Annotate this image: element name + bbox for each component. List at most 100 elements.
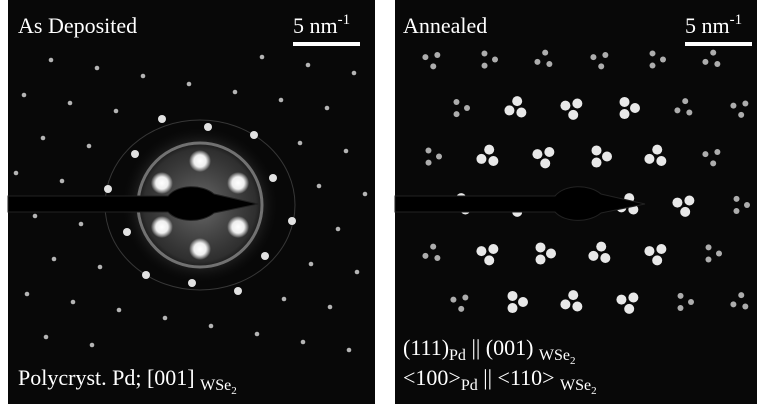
spot	[482, 63, 488, 69]
spot	[588, 251, 598, 261]
spot	[568, 110, 578, 120]
spot	[624, 304, 634, 314]
spot	[630, 103, 640, 113]
panel-title: Annealed	[403, 13, 487, 38]
spot	[546, 61, 552, 67]
spot	[628, 293, 638, 303]
spot	[492, 56, 498, 62]
spot	[288, 217, 296, 225]
spot	[686, 110, 692, 116]
spot	[426, 160, 432, 166]
spot	[52, 257, 57, 262]
spot	[481, 50, 487, 56]
spot	[572, 302, 582, 312]
spot	[95, 66, 100, 71]
spot	[706, 244, 712, 250]
bright-spot	[151, 172, 173, 194]
spot	[532, 149, 542, 159]
spot	[536, 242, 546, 252]
bright-spot	[189, 238, 211, 260]
spot	[656, 156, 666, 166]
spot	[98, 265, 103, 270]
spot	[688, 299, 694, 305]
spot	[422, 54, 428, 60]
spot	[682, 98, 688, 104]
spot	[430, 244, 436, 250]
spot	[660, 57, 666, 63]
spot	[744, 202, 750, 208]
spot	[620, 97, 630, 107]
spot	[434, 52, 440, 58]
spot	[560, 101, 570, 111]
spot	[546, 249, 556, 259]
spot	[600, 253, 610, 263]
spot	[158, 115, 166, 123]
spot	[114, 109, 119, 114]
panel-title: As Deposited	[18, 13, 137, 38]
spot	[512, 96, 522, 106]
scale-bar-exponent: -1	[730, 12, 743, 28]
spot	[714, 61, 720, 67]
caption-segment: Pd	[449, 347, 466, 364]
spot	[536, 255, 546, 265]
spot	[534, 59, 540, 65]
spot	[328, 305, 333, 310]
spot	[434, 255, 440, 261]
caption-segment: 2	[570, 355, 576, 367]
spot	[734, 196, 740, 202]
spot	[620, 109, 630, 119]
spot	[484, 255, 494, 265]
spot	[602, 52, 608, 58]
spot	[141, 74, 146, 79]
spot	[504, 105, 514, 115]
spot	[738, 112, 744, 118]
bright-spot	[227, 216, 249, 238]
spot	[71, 300, 76, 305]
spot	[508, 291, 518, 301]
spot	[650, 50, 656, 56]
spot	[204, 123, 212, 131]
spot	[41, 136, 46, 141]
figure: As Deposited 5 nm-1 Polycryst. Pd; [001]…	[0, 0, 762, 404]
bright-spot	[189, 150, 211, 172]
spot	[454, 111, 460, 117]
spot	[233, 90, 238, 95]
panel: As Deposited 5 nm-1 Polycryst. Pd; [001]…	[8, 0, 375, 404]
spot	[710, 160, 716, 166]
caption-segment: 2	[591, 385, 597, 397]
bright-spot	[227, 172, 249, 194]
spot	[309, 262, 314, 267]
spot	[104, 185, 112, 193]
spot	[301, 340, 306, 345]
spot	[131, 150, 139, 158]
spot	[282, 297, 287, 302]
caption-segment: 2	[231, 385, 237, 397]
spot	[462, 294, 468, 300]
spot	[14, 171, 19, 176]
caption-segment: <100>	[403, 365, 461, 390]
scale-bar-text: 5 nm	[293, 13, 338, 38]
page: As Deposited 5 nm-1 Polycryst. Pd; [001]…	[0, 0, 762, 404]
spot	[680, 207, 690, 217]
bright-spot	[151, 216, 173, 238]
caption-segment: Pd	[461, 377, 478, 394]
spot	[234, 287, 242, 295]
spot	[279, 98, 284, 103]
caption-segment: (111)	[403, 335, 449, 360]
spot	[742, 304, 748, 310]
panel: Annealed 5 nm-1 (111)Pd || (001) WSe2<10…	[395, 0, 757, 404]
spot	[90, 343, 95, 348]
spot	[714, 149, 720, 155]
spot	[453, 99, 459, 105]
spot	[352, 71, 357, 76]
spot	[656, 244, 666, 254]
spot	[33, 214, 38, 219]
spot	[684, 196, 694, 206]
spot	[716, 251, 722, 257]
spot	[542, 50, 548, 56]
spot	[344, 149, 349, 154]
spot	[269, 174, 277, 182]
spot	[430, 63, 436, 69]
spot	[188, 279, 196, 287]
spot	[425, 147, 431, 153]
